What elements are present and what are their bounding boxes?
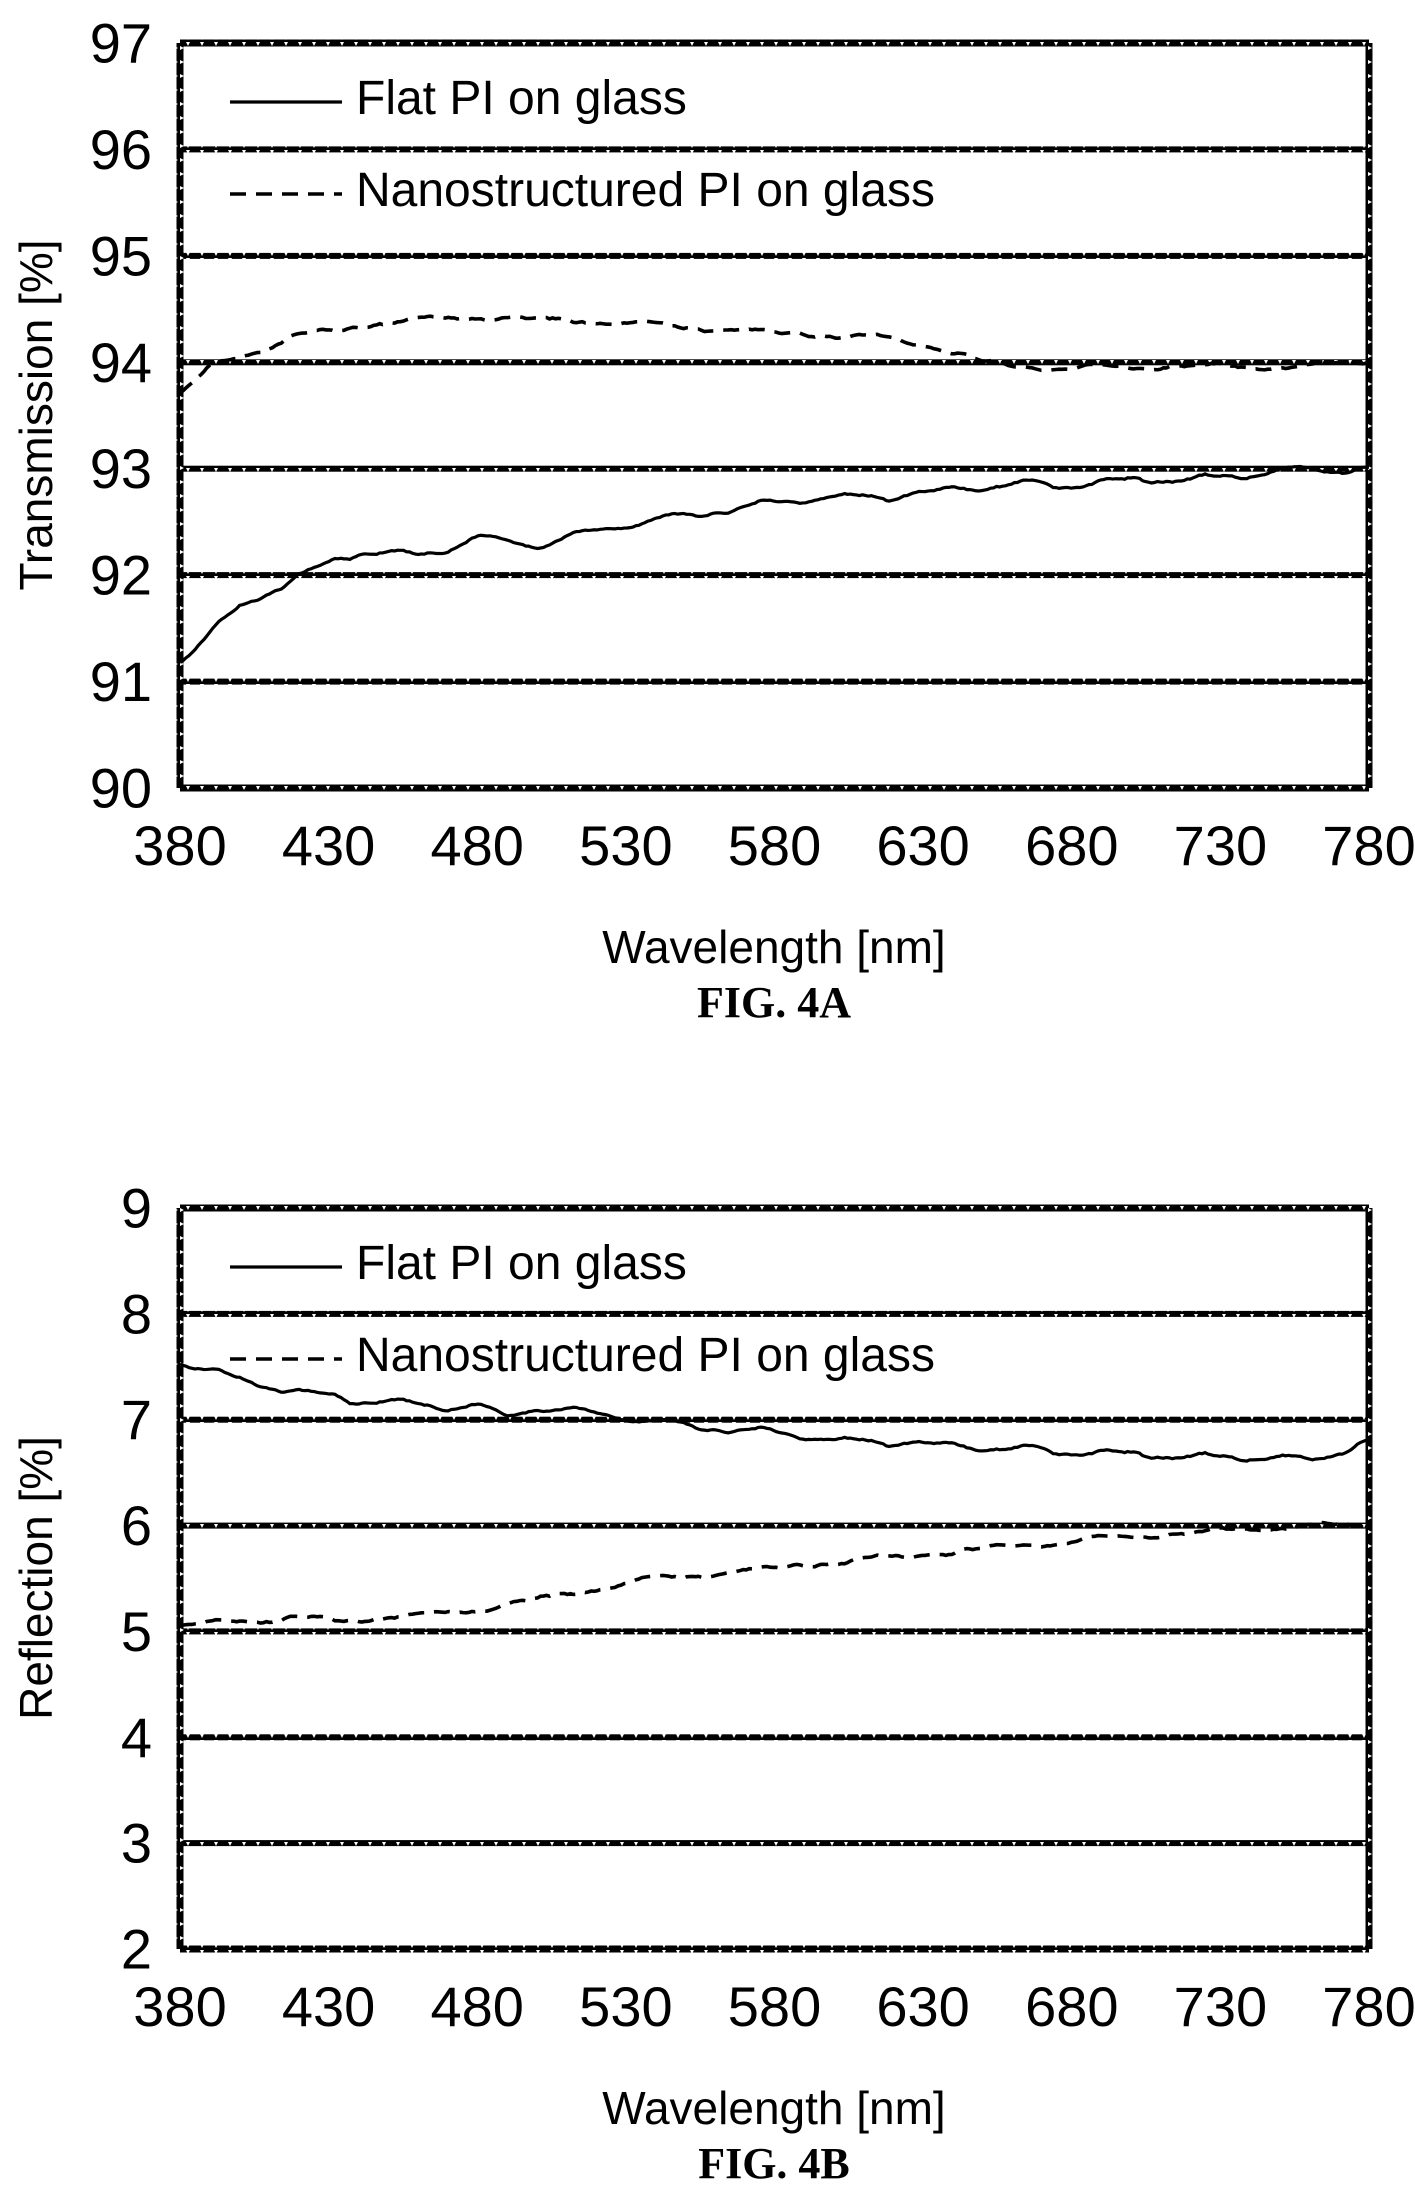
- svg-text:580: 580: [728, 1975, 821, 2038]
- svg-text:630: 630: [876, 1975, 969, 2038]
- svg-text:730: 730: [1174, 1975, 1267, 2038]
- svg-text:780: 780: [1322, 814, 1415, 877]
- svg-text:96: 96: [90, 118, 152, 181]
- svg-text:680: 680: [1025, 1975, 1118, 2038]
- svg-text:380: 380: [133, 1975, 226, 2038]
- svg-text:5: 5: [121, 1600, 152, 1663]
- svg-text:Reflection [%]: Reflection [%]: [10, 1436, 62, 1720]
- svg-text:91: 91: [90, 650, 152, 713]
- svg-text:Wavelength [nm]: Wavelength [nm]: [602, 921, 945, 973]
- svg-text:430: 430: [282, 814, 375, 877]
- svg-text:2: 2: [121, 1918, 152, 1981]
- svg-text:Transmission [%]: Transmission [%]: [10, 239, 62, 590]
- svg-text:FIG. 4A: FIG. 4A: [697, 978, 851, 1027]
- svg-text:680: 680: [1025, 814, 1118, 877]
- svg-text:94: 94: [90, 331, 152, 394]
- svg-text:Flat PI on glass: Flat PI on glass: [356, 72, 687, 125]
- svg-text:630: 630: [876, 814, 969, 877]
- svg-text:530: 530: [579, 1975, 672, 2038]
- svg-text:95: 95: [90, 224, 152, 287]
- svg-text:Flat PI on glass: Flat PI on glass: [356, 1237, 687, 1290]
- svg-text:430: 430: [282, 1975, 375, 2038]
- svg-text:93: 93: [90, 437, 152, 500]
- svg-text:380: 380: [133, 814, 226, 877]
- svg-text:FIG. 4B: FIG. 4B: [698, 2139, 850, 2188]
- svg-text:530: 530: [579, 814, 672, 877]
- svg-text:6: 6: [121, 1494, 152, 1557]
- svg-text:90: 90: [90, 757, 152, 820]
- svg-text:Nanostructured PI on glass: Nanostructured PI on glass: [356, 164, 935, 217]
- svg-text:4: 4: [121, 1706, 152, 1769]
- svg-text:480: 480: [430, 1975, 523, 2038]
- svg-text:Nanostructured PI on glass: Nanostructured PI on glass: [356, 1329, 935, 1382]
- svg-text:7: 7: [121, 1388, 152, 1451]
- svg-text:Wavelength [nm]: Wavelength [nm]: [602, 2082, 945, 2134]
- svg-text:3: 3: [121, 1812, 152, 1875]
- svg-text:9: 9: [121, 1177, 152, 1240]
- svg-text:780: 780: [1322, 1975, 1415, 2038]
- svg-text:480: 480: [430, 814, 523, 877]
- svg-text:97: 97: [90, 12, 152, 75]
- svg-text:92: 92: [90, 544, 152, 607]
- svg-text:580: 580: [728, 814, 821, 877]
- svg-text:8: 8: [121, 1282, 152, 1345]
- svg-text:730: 730: [1174, 814, 1267, 877]
